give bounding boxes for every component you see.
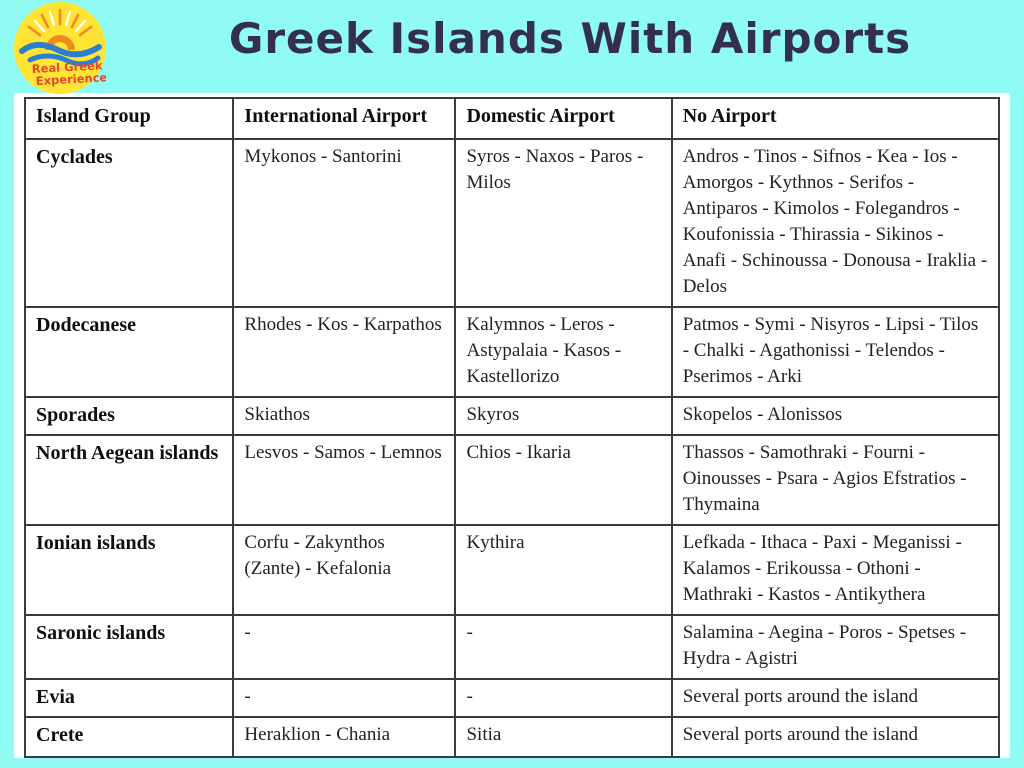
- table-panel: Island Group International Airport Domes…: [14, 93, 1010, 758]
- airports-table: Island Group International Airport Domes…: [23, 97, 1001, 758]
- column-header-island-group: Island Group: [23, 97, 235, 140]
- column-header-no-airport: No Airport: [670, 97, 1001, 140]
- domestic-airport-cell: Syros - Naxos - Paros - Milos: [454, 138, 673, 308]
- table-row-north-aegean: North Aegean islands Lesvos - Samos - Le…: [23, 434, 1001, 526]
- domestic-airport-cell: -: [454, 614, 673, 680]
- island-group-cell: Dodecanese: [23, 306, 235, 398]
- international-airport-cell: Heraklion - Chania: [232, 716, 457, 758]
- header-row: Island Group International Airport Domes…: [23, 97, 1001, 140]
- island-group-cell: North Aegean islands: [23, 434, 235, 526]
- domestic-airport-cell: Sitia: [454, 716, 673, 758]
- domestic-airport-cell: -: [454, 678, 673, 718]
- table-row-cyclades: Cyclades Mykonos - Santorini Syros - Nax…: [23, 138, 1001, 308]
- no-airport-cell: Salamina - Aegina - Poros - Spetses - Hy…: [670, 614, 1001, 680]
- domestic-airport-cell: Kythira: [454, 524, 673, 616]
- table-row-evia: Evia - - Several ports around the island: [23, 678, 1001, 718]
- domestic-airport-cell: Skyros: [454, 396, 673, 436]
- real-greek-experiences-logo: Real Greek Experiences: [14, 2, 115, 94]
- waves-icon: [19, 41, 102, 67]
- no-airport-cell: Skopelos - Alonissos: [670, 396, 1001, 436]
- international-airport-cell: Mykonos - Santorini: [232, 138, 457, 308]
- international-airport-cell: Rhodes - Kos - Karpathos: [232, 306, 457, 398]
- logo-text: Real Greek Experiences: [31, 58, 114, 88]
- table-row-saronic: Saronic islands - - Salamina - Aegina - …: [23, 614, 1001, 680]
- table-row-crete: Crete Heraklion - Chania Sitia Several p…: [23, 716, 1001, 758]
- logo-text-line1: Real Greek: [31, 58, 103, 76]
- column-header-domestic-airport: Domestic Airport: [454, 97, 673, 140]
- table-row-sporades: Sporades Skiathos Skyros Skopelos - Alon…: [23, 396, 1001, 436]
- island-group-cell: Ionian islands: [23, 524, 235, 616]
- island-group-cell: Evia: [23, 678, 235, 718]
- island-group-cell: Sporades: [23, 396, 235, 436]
- no-airport-cell: Several ports around the island: [670, 716, 1001, 758]
- international-airport-cell: -: [232, 678, 457, 718]
- table-row-dodecanese: Dodecanese Rhodes - Kos - Karpathos Kaly…: [23, 306, 1001, 398]
- island-group-cell: Crete: [23, 716, 235, 758]
- international-airport-cell: Corfu - Zakynthos (Zante) - Kefalonia: [232, 524, 457, 616]
- no-airport-cell: Thassos - Samothraki - Fourni - Oinousse…: [670, 434, 1001, 526]
- no-airport-cell: Patmos - Symi - Nisyros - Lipsi - Tilos …: [670, 306, 1001, 398]
- page-title: Greek Islands With Airports: [228, 14, 912, 63]
- international-airport-cell: Lesvos - Samos - Lemnos: [232, 434, 457, 526]
- domestic-airport-cell: Chios - Ikaria: [454, 434, 673, 526]
- island-group-cell: Cyclades: [23, 138, 235, 308]
- international-airport-cell: Skiathos: [232, 396, 457, 436]
- international-airport-cell: -: [232, 614, 457, 680]
- sun-rays-white-icon: [33, 10, 87, 33]
- island-group-cell: Saronic islands: [23, 614, 235, 680]
- no-airport-cell: Lefkada - Ithaca - Paxi - Meganissi - Ka…: [670, 524, 1001, 616]
- no-airport-cell: Several ports around the island: [670, 678, 1001, 718]
- column-header-international-airport: International Airport: [232, 97, 457, 140]
- table-row-ionian: Ionian islands Corfu - Zakynthos (Zante)…: [23, 524, 1001, 616]
- logo-text-line2: Experiences: [35, 70, 106, 88]
- domestic-airport-cell: Kalymnos - Leros - Astypalaia - Kasos - …: [454, 306, 673, 398]
- logo-graphic: Real Greek Experiences: [14, 2, 115, 94]
- sun-rays-icon: [27, 8, 93, 37]
- no-airport-cell: Andros - Tinos - Sifnos - Kea - Ios - Am…: [670, 138, 1001, 308]
